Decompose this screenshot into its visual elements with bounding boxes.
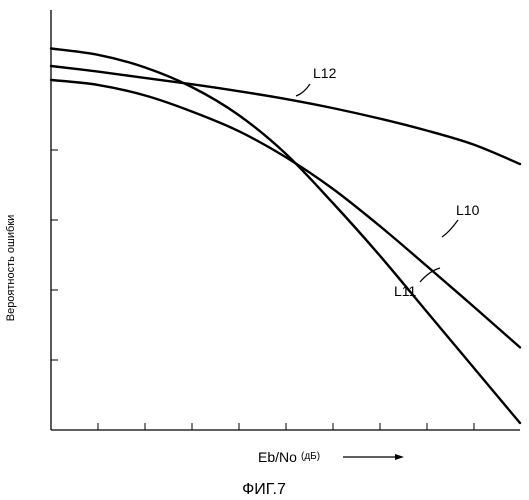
- series-line-l10: [51, 80, 520, 347]
- x-axis-unit: (дБ): [301, 451, 320, 462]
- series-label-l10: L10: [456, 202, 480, 218]
- series-layer: [51, 49, 520, 424]
- figure-caption: ФИГ.7: [242, 481, 286, 498]
- axes: [51, 10, 520, 430]
- x-ticks: [98, 423, 474, 430]
- series-label-l12: L12: [313, 65, 337, 81]
- y-axis-label: Вероятность ошибки: [5, 215, 17, 322]
- series-line-l12: [51, 66, 520, 164]
- leader-l12: [296, 84, 310, 96]
- y-ticks: [51, 80, 58, 360]
- series-line-l11: [51, 49, 520, 424]
- series-label-l11: L11: [394, 283, 417, 299]
- leader-l10: [442, 220, 458, 237]
- x-axis-arrow: [343, 454, 404, 460]
- x-axis-label: Eb/No: [258, 449, 297, 465]
